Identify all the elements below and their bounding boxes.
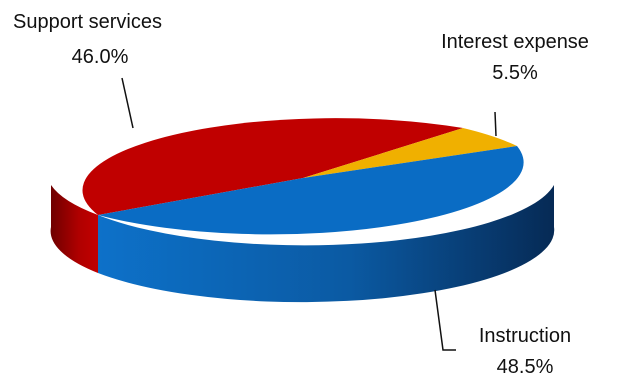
slice-support-services-side (50, 185, 98, 273)
slice-interest-expense (303, 128, 517, 178)
slice-instruction-side (98, 185, 555, 303)
slice-instruction (98, 146, 524, 235)
label-instruction: Instruction (479, 325, 571, 347)
label-interest-expense: Interest expense (441, 31, 589, 53)
value-support-services: 46.0% (72, 46, 129, 68)
value-interest-expense: 5.5% (492, 62, 538, 84)
label-support-services: Support services (13, 11, 162, 33)
leader-line-instruction (434, 289, 456, 351)
slice-support-services (82, 118, 463, 215)
leader-line-interest-expense (494, 111, 497, 137)
value-instruction: 48.5% (497, 356, 554, 378)
leader-line-support-services (121, 77, 134, 129)
